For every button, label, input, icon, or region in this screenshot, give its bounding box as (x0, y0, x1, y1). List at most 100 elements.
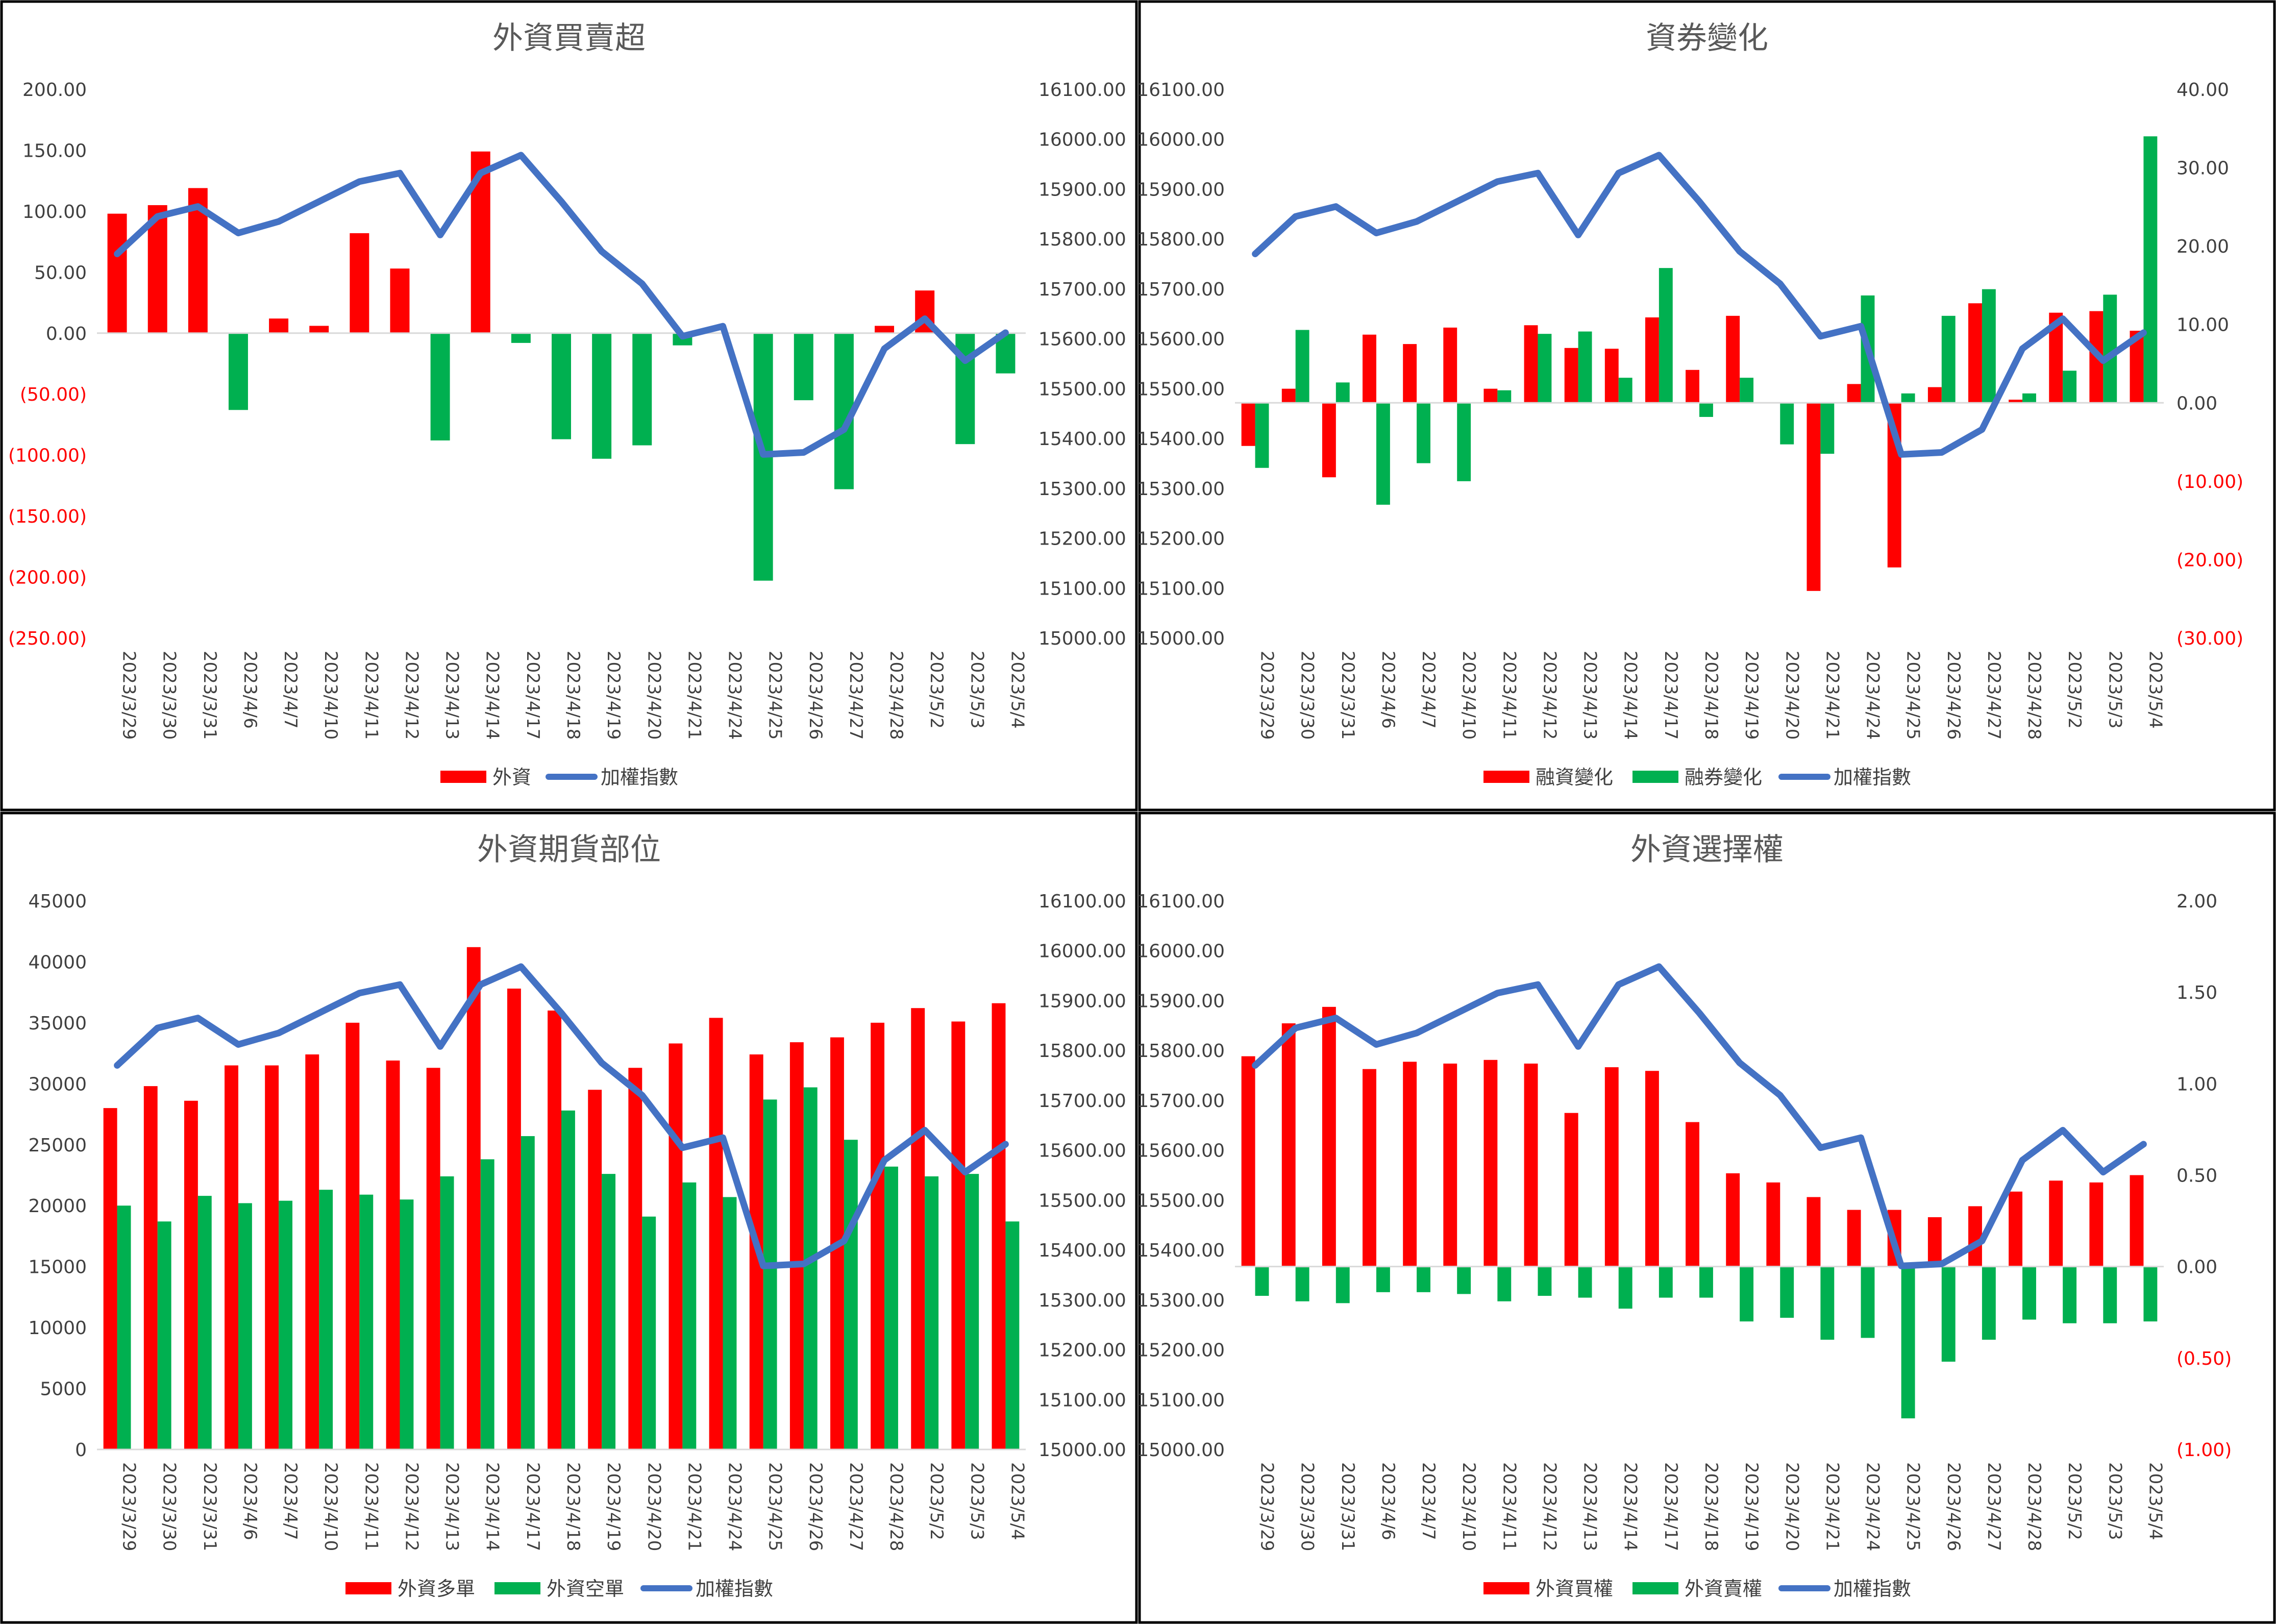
date-tick-label: 2023/4/26 (805, 651, 826, 740)
bar-外資多單-2023/4/10 (305, 1054, 319, 1449)
bar-外資空單-2023/5/4 (1005, 1221, 1020, 1449)
date-tick-label: 2023/4/17 (523, 651, 543, 740)
bar-融券變化-2023/3/30 (1295, 330, 1309, 403)
right-axis-tick-label: 15500.00 (1038, 1190, 1126, 1211)
date-tick-label: 2023/4/17 (1661, 1462, 1681, 1551)
right-axis-tick-label: (10.00) (2176, 472, 2243, 493)
bar-融資變化-2023/3/29 (1241, 403, 1255, 446)
bar-外資多單-2023/3/29 (103, 1108, 117, 1449)
date-tick-label: 2023/4/20 (1782, 1462, 1802, 1551)
date-tick-label: 2023/4/28 (2024, 1462, 2044, 1551)
bar-外資-2023/4/19 (592, 333, 612, 459)
bar-融券變化-2023/4/10 (1457, 403, 1471, 481)
chart-panel-4: 外資選擇權 16100.00 16000.00 15900.00 15800.00 157… (1137, 811, 2276, 1624)
bar-外資-2023/4/18 (552, 333, 571, 439)
date-tick-label: 2023/4/25 (765, 1462, 785, 1551)
bar-外資買權-2023/4/28 (2009, 1191, 2023, 1267)
bar-外資多單-2023/3/31 (184, 1100, 198, 1449)
bar-外資買權-2023/3/30 (1281, 1023, 1296, 1267)
bar-融券變化-2023/4/11 (1497, 390, 1512, 403)
bar-融資變化-2023/4/18 (1686, 370, 1699, 403)
bar-外資買權-2023/4/27 (1968, 1206, 1982, 1267)
date-tick-label: 2023/3/31 (200, 1462, 220, 1551)
left-axis-tick-label: 20000 (28, 1196, 87, 1217)
bar-外資買權-2023/4/17 (1645, 1071, 1659, 1267)
right-axis-tick-label: 15400.00 (1038, 429, 1126, 450)
left-axis-tick-label: 50.00 (34, 262, 87, 283)
date-tick-label: 2023/3/31 (1338, 1462, 1358, 1551)
bar-外資買權-2023/4/11 (1483, 1060, 1498, 1267)
legend-label: 外資賣權 (1685, 1578, 1762, 1600)
date-tick-label: 2023/4/21 (684, 1462, 704, 1551)
bar-外資空單-2023/4/6 (238, 1203, 252, 1449)
right-axis-tick-label: 15500.00 (1038, 379, 1126, 400)
right-axis-tick-label: 15600.00 (1038, 1141, 1126, 1162)
bar-外資多單-2023/5/2 (911, 1008, 925, 1449)
left-axis-tick-label: 15700.00 (1137, 1091, 1225, 1112)
right-axis-tick-label: 16000.00 (1038, 130, 1126, 151)
bar-融券變化-2023/3/29 (1255, 403, 1269, 468)
date-tick-label: 2023/4/25 (1903, 1462, 1923, 1551)
date-tick-label: 2023/3/31 (200, 651, 220, 740)
bar-外資賣權-2023/5/4 (2143, 1266, 2158, 1322)
bar-外資多單-2023/4/21 (669, 1043, 683, 1449)
bar-融資變化-2023/4/7 (1403, 344, 1417, 403)
right-axis-tick-label: (1.00) (2176, 1440, 2232, 1461)
legend-swatch-2 (494, 1582, 540, 1594)
bar-外資空單-2023/4/24 (723, 1197, 737, 1449)
date-tick-label: 2023/3/29 (1257, 1462, 1277, 1551)
date-tick-label: 2023/3/29 (119, 1462, 139, 1551)
right-axis-tick-label: 15800.00 (1038, 1041, 1126, 1062)
bar-融資變化-2023/4/26 (1927, 387, 1942, 403)
left-axis-tick-label: (50.00) (20, 384, 87, 405)
left-axis-tick-label: 15100.00 (1137, 578, 1225, 599)
bar-外資-2023/4/6 (228, 333, 248, 410)
date-tick-label: 2023/4/6 (240, 651, 260, 729)
date-tick-label: 2023/4/11 (1499, 651, 1519, 740)
date-tick-label: 2023/3/29 (1257, 651, 1277, 740)
right-axis-tick-label: 15000.00 (1038, 628, 1126, 649)
left-axis-tick-label: 15200.00 (1137, 1340, 1225, 1361)
left-axis-tick-label: 25000 (28, 1135, 87, 1156)
left-axis-tick-label: 15000.00 (1137, 628, 1225, 649)
index-line (1252, 963, 2147, 1269)
right-axis-tick-label: 15900.00 (1038, 179, 1126, 200)
bar-融資變化-2023/4/21 (1807, 403, 1821, 591)
date-tick-label: 2023/4/6 (1378, 651, 1398, 729)
left-axis-tick-label: 15300.00 (1137, 479, 1225, 500)
legend-label: 外資 (492, 766, 531, 789)
date-tick-label: 2023/4/6 (1378, 1462, 1398, 1540)
bar-融券變化-2023/4/20 (1780, 403, 1794, 445)
legend-label: 加權指數 (696, 1578, 773, 1600)
bar-外資多單-2023/3/30 (143, 1086, 158, 1449)
right-axis-tick-label: 15300.00 (1038, 1290, 1126, 1311)
legend-label: 融資變化 (1536, 766, 1613, 789)
left-axis-tick-label: (250.00) (8, 628, 87, 649)
date-tick-label: 2023/4/24 (1863, 651, 1883, 740)
bar-外資-2023/4/20 (632, 333, 652, 446)
legend-swatch-1 (345, 1582, 391, 1594)
right-axis-tick-label: 15800.00 (1038, 229, 1126, 250)
date-tick-label: 2023/4/18 (1701, 1462, 1721, 1551)
date-tick-label: 2023/4/10 (320, 1462, 341, 1551)
date-tick-label: 2023/4/28 (886, 651, 906, 740)
left-axis-tick-label: 15400.00 (1137, 429, 1225, 450)
chart-title: 資券變化 (1646, 20, 1768, 56)
date-tick-label: 2023/4/6 (240, 1462, 260, 1540)
chart-title: 外資期貨部位 (477, 832, 661, 868)
bar-外資-2023/4/10 (309, 326, 329, 333)
left-axis-tick-label: (200.00) (8, 568, 87, 588)
bar-融券變化-2023/3/31 (1335, 382, 1350, 403)
date-tick-label: 2023/4/26 (1943, 1462, 1964, 1551)
bar-外資買權-2023/3/31 (1322, 1006, 1336, 1267)
bar-外資賣權-2023/4/27 (1982, 1266, 1996, 1340)
left-axis-tick-label: 15000 (28, 1257, 87, 1278)
date-tick-label: 2023/4/24 (1863, 1462, 1883, 1551)
legend-label: 融券變化 (1685, 766, 1762, 789)
left-axis-tick-label: 15900.00 (1137, 991, 1225, 1012)
bar-外資賣權-2023/4/7 (1417, 1266, 1430, 1292)
bar-外資多單-2023/4/24 (709, 1018, 723, 1449)
bar-融資變化-2023/4/12 (1524, 325, 1538, 403)
bar-融資變化-2023/3/31 (1322, 403, 1336, 478)
date-tick-label: 2023/4/13 (1580, 1462, 1600, 1551)
